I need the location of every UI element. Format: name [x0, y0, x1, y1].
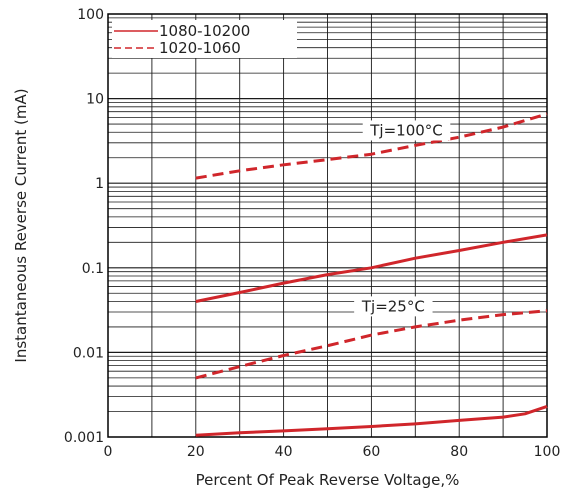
series-line-1020-1060-0 [195, 112, 548, 180]
legend-label-1020-1060: 1020-1060 [159, 39, 241, 57]
x-axis-label: Percent Of Peak Reverse Voltage,% [196, 471, 460, 489]
annotation-box [362, 120, 451, 141]
series-line-1020-1060-1 [195, 309, 548, 380]
annotation-label-1: Tj=25°C [361, 297, 425, 315]
legend: 1080-10200 1020-1060 [112, 20, 297, 58]
y-axis-label: Instantaneous Reverse Current (mA) [12, 88, 30, 362]
y-tick-labels: 0.001 0.01 0.1 1 10 100 [64, 7, 104, 446]
y-tick-label: 0.01 [73, 345, 104, 361]
x-tick-label: 100 [534, 444, 561, 460]
x-tick-label: 0 [104, 444, 113, 460]
grid [108, 14, 547, 437]
legend-label-1080-10200: 1080-10200 [159, 22, 250, 40]
x-tick-label: 60 [362, 444, 380, 460]
series-group [195, 112, 548, 437]
series-line-1080-10200-0 [195, 233, 548, 303]
plot-frame [107, 13, 548, 438]
y-tick-label: 0.001 [64, 430, 104, 446]
y-tick-label: 10 [86, 92, 104, 108]
y-tick-label: 1 [95, 176, 104, 192]
legend-background [112, 20, 297, 58]
y-tick-label: 100 [77, 7, 104, 23]
annotations: Tj=100°C Tj=25°C [354, 120, 451, 317]
series-line-1080-10200-1 [195, 404, 548, 437]
x-tick-label: 40 [275, 444, 293, 460]
annotation-label-0: Tj=100°C [369, 121, 443, 139]
y-tick-label: 0.1 [82, 261, 104, 277]
annotation-box [354, 296, 433, 317]
x-tick-label: 80 [450, 444, 468, 460]
x-tick-labels: 0 20 40 60 80 100 [104, 444, 561, 460]
x-tick-label: 20 [187, 444, 205, 460]
